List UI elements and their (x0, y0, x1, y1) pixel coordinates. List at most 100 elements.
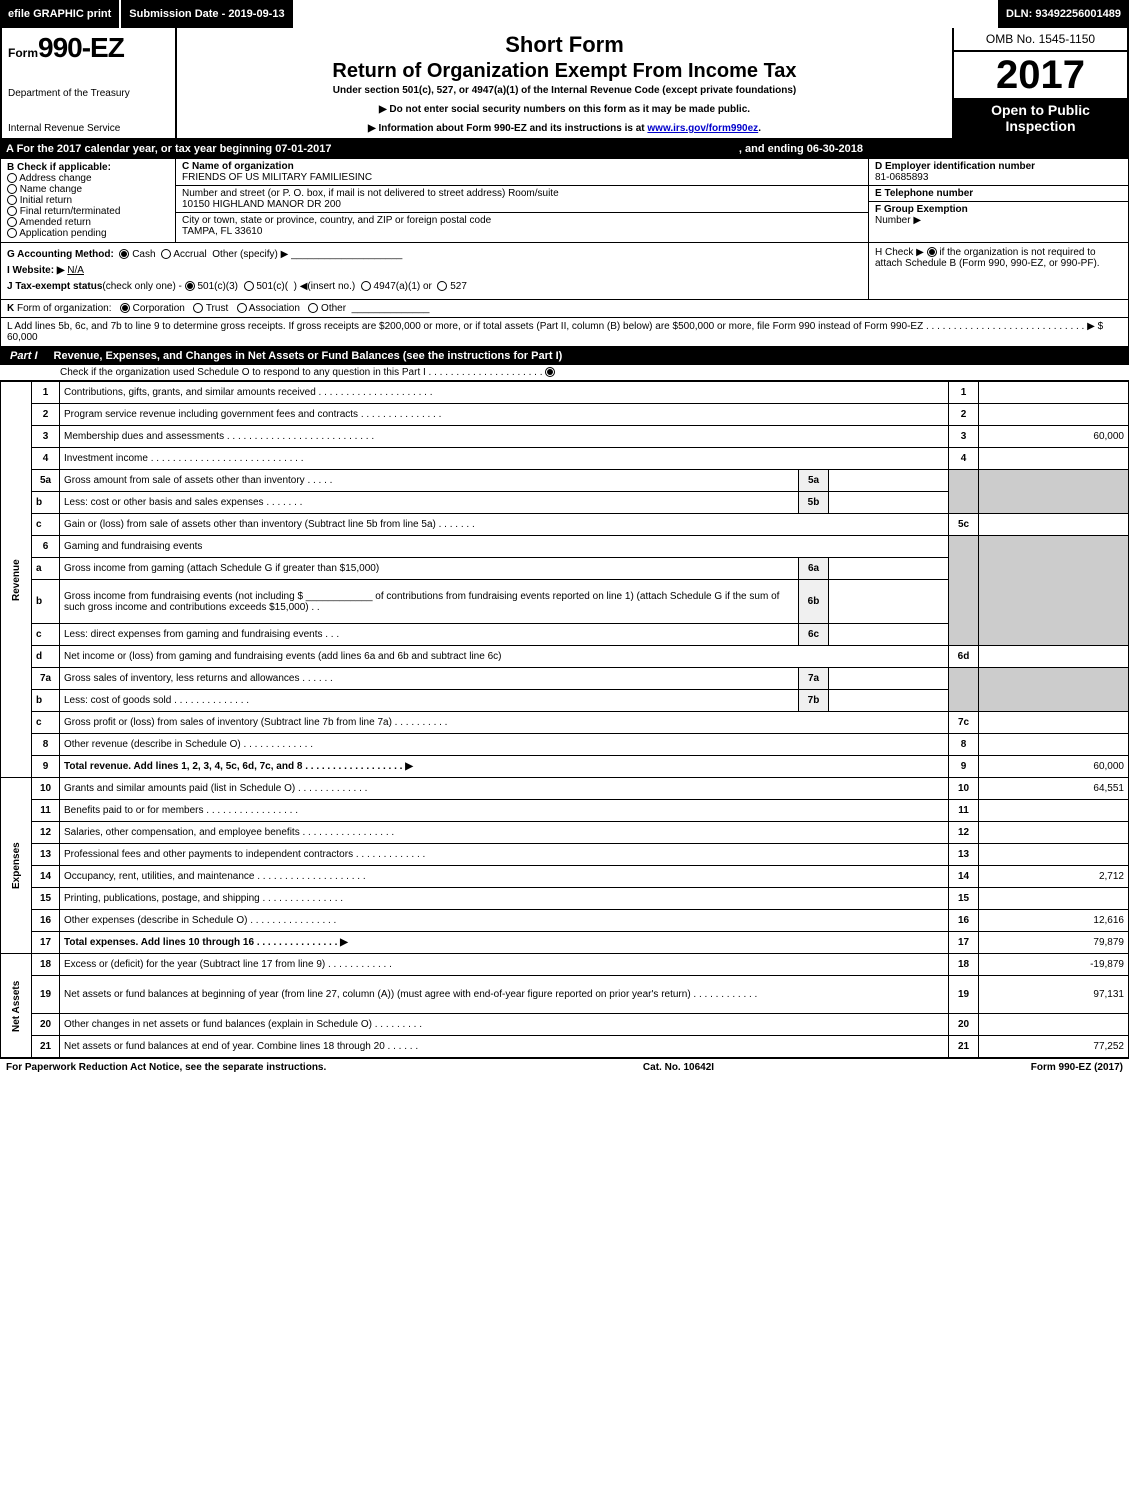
b-opt-2-label: Initial return (20, 195, 72, 206)
b-opt-1-label: Name change (20, 184, 82, 195)
line-desc: Less: cost of goods sold . . . . . . . .… (60, 690, 799, 712)
g-other-line: ____________________ (291, 249, 402, 260)
line-desc: Less: cost or other basis and sales expe… (60, 492, 799, 514)
instructions-link[interactable]: www.irs.gov/form990ez (647, 123, 758, 134)
page-footer: For Paperwork Reduction Act Notice, see … (0, 1058, 1129, 1076)
checkbox-icon[interactable] (7, 195, 17, 205)
table-row: 6 Gaming and fundraising events (1, 536, 1129, 558)
shade-cell (979, 536, 1129, 646)
checkbox-icon[interactable] (545, 367, 555, 377)
line-rnum: 9 (949, 756, 979, 778)
checkbox-icon[interactable] (927, 247, 937, 257)
line-rnum: 5c (949, 514, 979, 536)
line-rnum: 14 (949, 866, 979, 888)
line-rnum: 12 (949, 822, 979, 844)
line-num: b (32, 580, 60, 624)
checkbox-icon[interactable] (7, 184, 17, 194)
i-label: I Website: ▶ (7, 265, 65, 276)
line-desc: Net assets or fund balances at end of ye… (60, 1036, 949, 1058)
line-num: c (32, 514, 60, 536)
checkbox-icon[interactable] (120, 303, 130, 313)
line-desc: Gross profit or (loss) from sales of inv… (60, 712, 949, 734)
checkbox-icon[interactable] (7, 173, 17, 183)
b-opt-5-label: Application pending (19, 228, 106, 239)
b-label: B Check if applicable: (7, 162, 169, 173)
checkbox-icon[interactable] (237, 303, 247, 313)
line-rval: -19,879 (979, 954, 1129, 976)
line-midval (829, 558, 949, 580)
checkbox-icon[interactable] (119, 249, 129, 259)
line-rnum: 6d (949, 646, 979, 668)
line-num: b (32, 492, 60, 514)
submission-tab: Submission Date - 2019-09-13 (121, 0, 294, 28)
line-num: 2 (32, 404, 60, 426)
line-num: 11 (32, 800, 60, 822)
b-opt-4[interactable]: Amended return (7, 217, 169, 228)
open-public-1: Open to Public (958, 102, 1123, 118)
table-row: 17 Total expenses. Add lines 10 through … (1, 932, 1129, 954)
checkbox-icon[interactable] (7, 217, 17, 227)
part-1-title: Revenue, Expenses, and Changes in Net As… (48, 347, 1129, 365)
line-rval: 64,551 (979, 778, 1129, 800)
line-midval (829, 668, 949, 690)
line-rnum: 15 (949, 888, 979, 910)
checkbox-icon[interactable] (244, 281, 254, 291)
b-opt-5[interactable]: Application pending (7, 228, 169, 239)
table-row: 13 Professional fees and other payments … (1, 844, 1129, 866)
section-bcdef: B Check if applicable: Address change Na… (0, 158, 1129, 243)
line-desc: Gross income from fundraising events (no… (60, 580, 799, 624)
line-midnum: 6c (799, 624, 829, 646)
line-num: 15 (32, 888, 60, 910)
line-rval (979, 712, 1129, 734)
line-17-bold: Total expenses. Add lines 10 through 16 … (64, 937, 348, 948)
b-opt-3[interactable]: Final return/terminated (7, 206, 169, 217)
part-1-table: Revenue 1 Contributions, gifts, grants, … (0, 381, 1129, 1058)
c-street-label: Number and street (or P. O. box, if mail… (182, 188, 862, 199)
b-opt-0[interactable]: Address change (7, 173, 169, 184)
line-rval: 79,879 (979, 932, 1129, 954)
checkbox-icon[interactable] (193, 303, 203, 313)
line-num: 8 (32, 734, 60, 756)
open-public-2: Inspection (958, 118, 1123, 134)
line-num: 9 (32, 756, 60, 778)
form-no: 990-EZ (38, 32, 124, 63)
table-row: Net Assets 18 Excess or (deficit) for th… (1, 954, 1129, 976)
checkbox-icon[interactable] (185, 281, 195, 291)
part-1-sub-text: Check if the organization used Schedule … (60, 367, 545, 378)
b-opt-2[interactable]: Initial return (7, 195, 169, 206)
line-9-bold: Total revenue. Add lines 1, 2, 3, 4, 5c,… (64, 761, 413, 772)
c-street-value: 10150 HIGHLAND MANOR DR 200 (182, 199, 862, 210)
line-desc: Total revenue. Add lines 1, 2, 3, 4, 5c,… (60, 756, 949, 778)
line-rnum: 16 (949, 910, 979, 932)
line-desc: Net income or (loss) from gaming and fun… (60, 646, 949, 668)
line-rnum: 20 (949, 1014, 979, 1036)
col-c-org-info: C Name of organization FRIENDS OF US MIL… (176, 159, 868, 242)
line-num: 17 (32, 932, 60, 954)
checkbox-icon[interactable] (308, 303, 318, 313)
b-opt-1[interactable]: Name change (7, 184, 169, 195)
part-1-label: Part I (0, 347, 48, 365)
col-h: H Check ▶ if the organization is not req… (868, 243, 1128, 299)
checkbox-icon[interactable] (437, 281, 447, 291)
line-desc: Net assets or fund balances at beginning… (60, 976, 949, 1014)
part-1-header: Part I Revenue, Expenses, and Changes in… (0, 347, 1129, 365)
line-desc: Gross amount from sale of assets other t… (60, 470, 799, 492)
g-other: Other (specify) ▶ (212, 249, 288, 260)
efile-tab[interactable]: efile GRAPHIC print (0, 0, 121, 28)
shade-cell (949, 470, 979, 514)
table-row: 21 Net assets or fund balances at end of… (1, 1036, 1129, 1058)
line-desc: Grants and similar amounts paid (list in… (60, 778, 949, 800)
table-row: c Gain or (loss) from sale of assets oth… (1, 514, 1129, 536)
shade-cell (949, 668, 979, 712)
line-num: c (32, 712, 60, 734)
checkbox-icon[interactable] (361, 281, 371, 291)
line-rnum: 17 (949, 932, 979, 954)
shade-cell (949, 536, 979, 646)
checkbox-icon[interactable] (7, 206, 17, 216)
top-spacer (295, 0, 998, 28)
checkbox-icon[interactable] (161, 249, 171, 259)
line-rval (979, 822, 1129, 844)
line-rval (979, 844, 1129, 866)
checkbox-icon[interactable] (7, 228, 17, 238)
footer-right: Form 990-EZ (2017) (1031, 1062, 1123, 1073)
